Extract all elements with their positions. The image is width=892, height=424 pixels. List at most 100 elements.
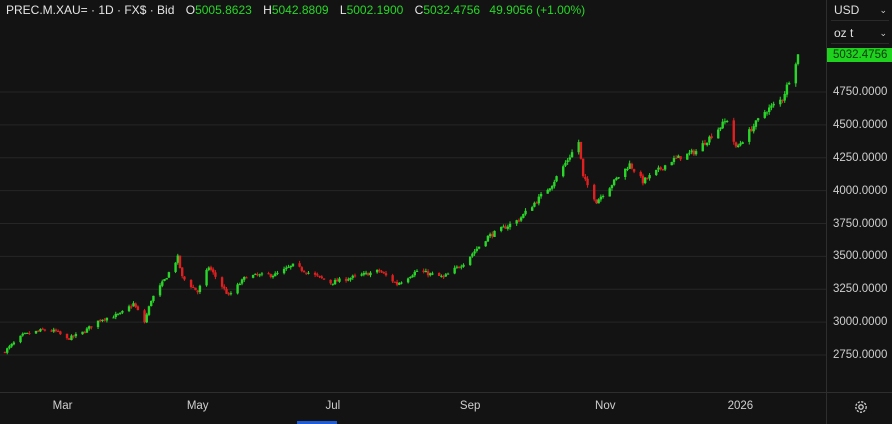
candle-down xyxy=(214,272,217,277)
candle-up xyxy=(568,157,572,160)
candle-up xyxy=(601,196,605,198)
candle-up xyxy=(152,295,155,302)
y-tick-label: 4250.0000 xyxy=(833,151,888,164)
candle-up xyxy=(207,267,210,271)
candle-down xyxy=(181,267,184,277)
candle-up xyxy=(763,112,766,118)
candle-up xyxy=(770,105,773,108)
y-tick-label: 4500.0000 xyxy=(833,118,888,131)
candlestick-chart[interactable] xyxy=(0,0,826,392)
candle-up xyxy=(705,142,709,146)
candle-up xyxy=(754,120,758,127)
candle-down xyxy=(437,273,441,276)
candle-down xyxy=(382,272,385,274)
candle-down xyxy=(593,184,596,200)
settings-area[interactable] xyxy=(826,392,892,424)
y-tick-label: 4000.0000 xyxy=(833,184,888,197)
candle-down xyxy=(196,290,199,293)
candle-up xyxy=(360,274,363,276)
chart-area[interactable]: PREC.M.XAU= · 1D · FX$ · Bid O5005.8623 … xyxy=(0,0,826,392)
candle-up xyxy=(657,167,660,170)
candle-up xyxy=(462,264,465,267)
candle-up xyxy=(254,273,257,275)
close-value: 5032.4756 xyxy=(423,3,481,17)
candle-up xyxy=(677,155,680,158)
candle-down xyxy=(267,273,270,275)
candle-down xyxy=(43,329,47,331)
candle-up xyxy=(533,202,536,207)
candle-down xyxy=(54,329,58,331)
candle-down xyxy=(41,328,44,330)
candle-down xyxy=(220,277,224,287)
candle-up xyxy=(612,179,616,186)
candle-up xyxy=(52,329,55,332)
candle-up xyxy=(101,319,104,321)
candle-up xyxy=(486,235,490,242)
candle-down xyxy=(245,277,248,279)
candle-up xyxy=(362,273,366,275)
candle-up xyxy=(271,275,275,278)
candle-up xyxy=(240,279,244,284)
candle-up xyxy=(648,175,651,179)
candle-up xyxy=(236,284,239,294)
gear-icon[interactable] xyxy=(854,400,868,414)
currency-select[interactable]: USD ⌄ xyxy=(831,0,889,21)
candle-down xyxy=(99,320,102,322)
candle-down xyxy=(72,335,75,337)
candle-up xyxy=(338,278,341,282)
candle-up xyxy=(21,333,24,336)
candle-down xyxy=(28,333,31,335)
candle-up xyxy=(524,210,527,215)
candle-up xyxy=(708,136,711,143)
candle-down xyxy=(535,202,538,204)
candle-down xyxy=(703,142,707,145)
unit-select[interactable]: oz t ⌄ xyxy=(831,23,889,44)
time-axis[interactable]: Mar May Jul Sep Nov 2026 xyxy=(0,392,826,424)
candle-up xyxy=(484,241,487,247)
price-axis[interactable]: USD ⌄ oz t ⌄ 2750.0000 3000.0000 3250.0000… xyxy=(826,0,892,392)
candle-up xyxy=(723,121,727,123)
candle-down xyxy=(393,281,397,283)
candle-up xyxy=(274,273,277,277)
candle-down xyxy=(189,279,193,288)
candle-up xyxy=(10,344,13,347)
candle-up xyxy=(530,207,534,211)
candle-up xyxy=(506,226,510,229)
candle-down xyxy=(300,267,304,271)
candle-down xyxy=(344,278,348,281)
candle-up xyxy=(736,145,740,148)
candle-up xyxy=(748,129,751,142)
candle-up xyxy=(424,271,428,273)
candle-up xyxy=(96,320,100,328)
candle-down xyxy=(103,319,106,321)
y-tick-label: 2750.0000 xyxy=(833,349,888,361)
candle-up xyxy=(608,188,611,197)
candle-up xyxy=(285,267,288,269)
candle-up xyxy=(132,303,135,307)
candle-up xyxy=(411,275,414,278)
candle-up xyxy=(694,151,698,155)
candle-down xyxy=(581,158,585,177)
candle-down xyxy=(692,150,696,155)
high-value: 5042.8809 xyxy=(271,3,329,17)
candle-up xyxy=(276,272,279,274)
candle-down xyxy=(130,306,133,308)
candle-up xyxy=(577,142,580,153)
high-label: H xyxy=(263,3,272,17)
candle-down xyxy=(457,266,461,268)
candle-up xyxy=(455,266,459,268)
candle-down xyxy=(586,178,589,186)
candle-down xyxy=(630,163,634,169)
candle-down xyxy=(192,287,195,289)
candle-up xyxy=(471,253,474,257)
candle-down xyxy=(517,220,521,222)
candle-down xyxy=(68,338,71,340)
close-label: C xyxy=(414,3,424,17)
last-price-label: 5032.4756 xyxy=(827,47,892,62)
candle-up xyxy=(617,177,620,179)
candle-down xyxy=(178,255,182,268)
candle-up xyxy=(243,276,246,280)
candle-down xyxy=(442,276,445,278)
candle-up xyxy=(475,248,479,251)
candle-down xyxy=(646,177,649,179)
